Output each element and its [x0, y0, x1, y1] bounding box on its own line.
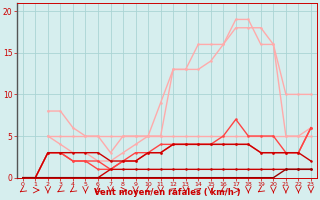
X-axis label: Vent moyen/en rafales ( km/h ): Vent moyen/en rafales ( km/h )	[94, 188, 240, 197]
